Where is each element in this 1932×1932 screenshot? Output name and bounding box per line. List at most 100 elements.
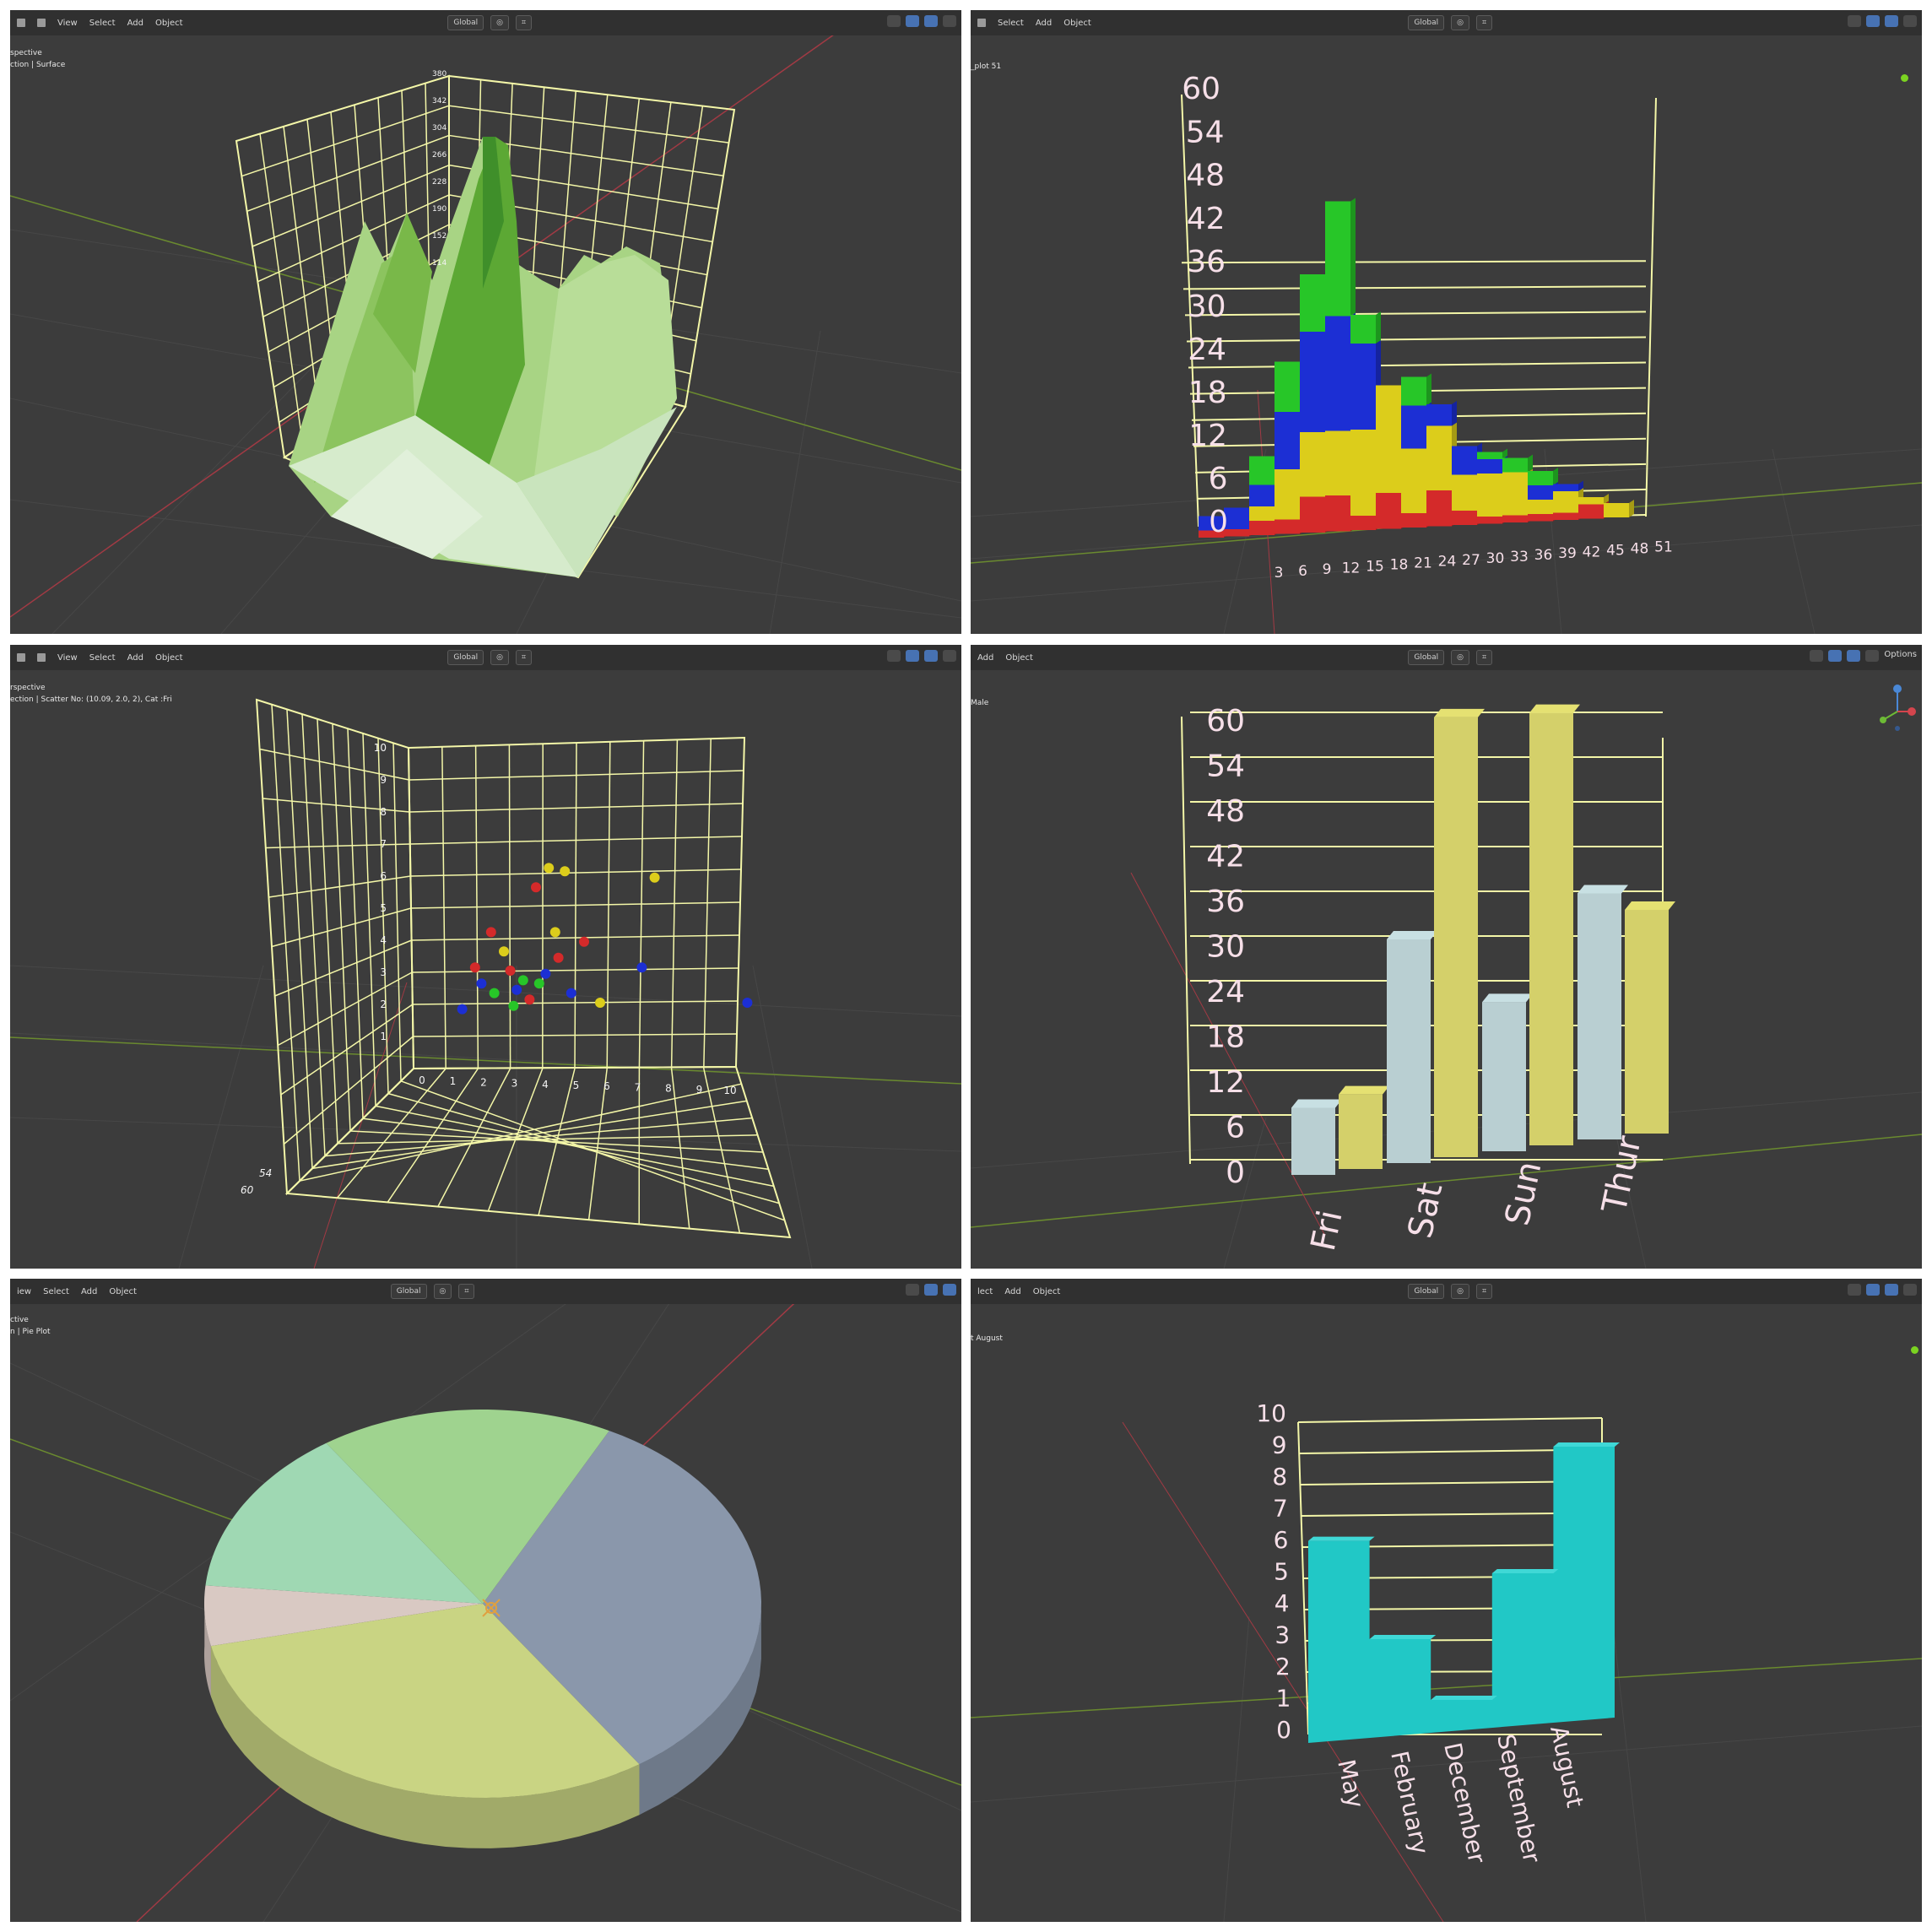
histogram-y-tick-label: 60 [1182,72,1220,106]
visibility-icon[interactable] [1848,1284,1861,1296]
snap-toggle[interactable]: ⌗ [1475,650,1493,665]
pivot-dropdown[interactable]: ◎ [490,15,509,30]
orientation-dropdown[interactable]: Global [447,15,484,30]
menu-select[interactable]: Select [89,652,116,663]
menu-view[interactable]: View [57,652,78,663]
overlay-toggle-icon[interactable] [924,15,938,27]
navigation-gizmo-dot[interactable] [1901,74,1908,82]
viewport-surface[interactable]: 380 342 304 266 228 190 152 114 View Select Add… [10,10,961,634]
menu-object[interactable]: Object [154,652,183,663]
orientation-dropdown[interactable]: Global [1408,1284,1445,1299]
mode-icon[interactable] [37,653,46,662]
gizmo-toggle-icon[interactable] [1828,650,1843,662]
histogram-bar-segment [1325,430,1350,495]
menu-select[interactable]: Select [998,18,1024,28]
overlay-toggle-icon[interactable] [943,1284,956,1296]
editor-type-icon[interactable] [977,19,986,27]
orientation-dropdown[interactable]: Global [1408,15,1445,30]
orientation-dropdown[interactable]: Global [447,650,484,665]
options-menu[interactable]: Options [1884,650,1917,659]
menu-add[interactable]: Add [127,652,143,663]
gizmo-toggle-icon[interactable] [924,1284,938,1296]
pivot-dropdown[interactable]: ◎ [433,1284,452,1299]
pivot-dropdown[interactable]: ◎ [1451,650,1469,665]
scatter-grid-lines [259,704,785,1233]
gizmo-toggle-icon[interactable] [906,650,919,662]
navigation-gizmo-dot[interactable] [1911,1346,1918,1354]
scatter-grid-line [410,901,741,909]
scatter-x-tick-label: 6 [603,1080,610,1092]
menu-object[interactable]: Object [1032,1286,1061,1296]
menu-view[interactable]: View [57,18,78,28]
pivot-dropdown[interactable]: ◎ [490,650,509,665]
editor-type-icon[interactable] [17,653,25,662]
menu-object[interactable]: Object [154,18,183,28]
snap-toggle[interactable]: ⌗ [515,15,533,30]
shading-icon[interactable] [943,15,956,27]
histogram-bar-segment [1477,474,1502,517]
histogram-bar-segment [1578,497,1604,505]
menu-select[interactable]: Select [89,18,116,28]
shading-icon[interactable] [943,650,956,662]
visibility-icon[interactable] [1810,650,1824,662]
orientation-dropdown[interactable]: Global [1408,650,1445,665]
shading-icon[interactable] [1903,15,1917,27]
menu-object[interactable]: Object [109,1286,137,1296]
menu-view[interactable]: iew [17,1286,32,1296]
overlay-toggle-icon[interactable] [1885,1284,1898,1296]
menu-add[interactable]: Add [1004,1286,1021,1296]
menu-add[interactable]: Add [977,652,994,663]
viewport-histogram[interactable]: 0 6 12 18 24 30 36 42 48 54 60 3 6 9 12 15 18 21 24 27 30 33… [971,10,1922,634]
gizmo-toggle-icon[interactable] [1866,1284,1880,1296]
menu-add[interactable]: Add [1035,18,1053,28]
histogram-bar-segment [1528,485,1553,500]
overlay-toggle-icon[interactable] [924,650,938,662]
visibility-icon[interactable] [887,15,901,27]
pivot-dropdown[interactable]: ◎ [1451,15,1469,30]
viewport-bar[interactable]: 0 6 12 18 24 30 36 42 48 54 60 Fri Sat Sun Thur Add O… [971,645,1922,1269]
step-x-tick-label: September [1491,1732,1546,1866]
viewport-scatter[interactable]: 10 9 8 7 6 5 4 3 2 1 0 1 2 3 4 5 6 7 8 9 10 54 60 View Selec… [10,645,961,1269]
gizmo-toggle-icon[interactable] [1866,15,1880,27]
snap-toggle[interactable]: ⌗ [1475,1284,1493,1299]
scatter-grid-line [337,1134,758,1145]
navigation-gizmo[interactable] [1876,682,1918,741]
visibility-icon[interactable] [906,1284,919,1296]
viewport-pie[interactable]: iew Select Add Object Global ◎ ⌗ ctive n |… [10,1279,961,1922]
shading-icon[interactable] [1865,650,1880,662]
menu-add[interactable]: Add [127,18,143,28]
overlay-toggle-icon[interactable] [1847,650,1861,662]
visibility-icon[interactable] [887,650,901,662]
shading-icon[interactable] [1903,1284,1917,1296]
histogram-bar-side [1350,198,1356,317]
orientation-dropdown[interactable]: Global [390,1284,427,1299]
menu-add[interactable]: Add [80,1286,98,1296]
histogram-bar-segment [1350,430,1376,516]
snap-toggle[interactable]: ⌗ [458,1284,475,1299]
histogram-x-tick-label: 15 [1366,558,1384,575]
snap-toggle[interactable]: ⌗ [1475,15,1493,30]
bar-left-edge [1181,716,1191,1165]
mode-icon[interactable] [37,19,46,27]
pivot-dropdown[interactable]: ◎ [1451,1284,1469,1299]
menu-select[interactable]: lect [977,1286,993,1296]
x-axis-line [313,982,408,1269]
visibility-icon[interactable] [1848,15,1861,27]
histogram-bar-segment [1350,516,1376,530]
gizmo-toggle-icon[interactable] [906,15,919,27]
histogram-bar-segment [1401,448,1426,513]
scatter-depth-tick-label: 60 [241,1184,254,1196]
view-overlay-text: _plot 51 [971,61,1001,73]
overlay-toggle-icon[interactable] [1885,15,1898,27]
menu-select[interactable]: Select [43,1286,69,1296]
bar-mark [1529,712,1573,1145]
histogram-bar-segment [1224,529,1249,537]
snap-toggle[interactable]: ⌗ [515,650,533,665]
scatter-y-tick-label: 9 [380,774,387,786]
menu-object[interactable]: Object [1063,18,1091,28]
menu-object[interactable]: Object [1005,652,1033,663]
viewport-header: iew Select Add Object Global ◎ ⌗ [10,1279,961,1304]
editor-type-icon[interactable] [17,19,25,27]
histogram-right-edge [1645,97,1657,517]
viewport-step[interactable]: 0 1 2 3 4 5 6 7 8 9 10 May February December Septembe… [971,1279,1922,1922]
